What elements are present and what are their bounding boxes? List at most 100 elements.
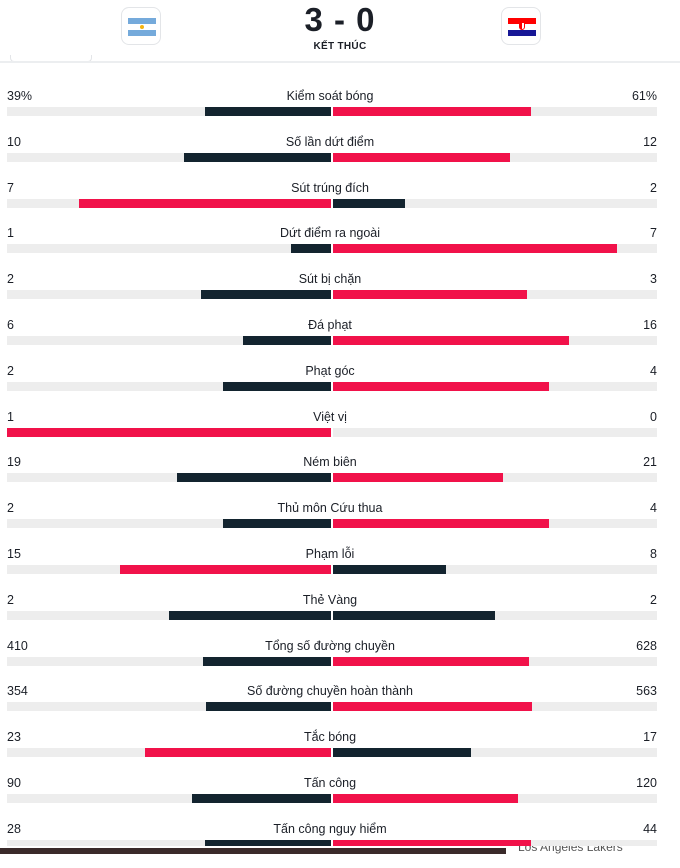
stat-away-value: 12 — [643, 134, 657, 149]
stat-home-value: 23 — [7, 730, 21, 745]
stat-home-value: 2 — [7, 272, 14, 287]
stat-away-track — [333, 565, 657, 574]
stat-row: 19 Ném biên 21 — [0, 455, 680, 501]
stat-home-track — [7, 152, 331, 162]
stat-away-bar — [333, 290, 528, 300]
stat-row: 2 Thủ môn Cứu thua 4 — [0, 501, 680, 547]
stat-away-track — [333, 473, 657, 483]
stat-away-track — [333, 519, 657, 529]
stat-away-track — [333, 839, 657, 849]
stat-home-track — [7, 107, 331, 116]
stat-away-value: 61% — [631, 89, 657, 103]
stat-label: Tấn công — [303, 776, 357, 790]
footer-strip: Los Angeles Lakers — [0, 846, 680, 854]
stat-away-track — [333, 244, 657, 254]
stat-home-track — [7, 198, 331, 208]
stat-label: Sút bị chặn — [298, 272, 362, 287]
stat-row: 23 Tắc bóng 17 — [0, 730, 680, 776]
stat-home-value: 19 — [7, 455, 21, 470]
stat-away-bar — [333, 473, 504, 483]
stat-home-bar — [183, 152, 331, 162]
stat-away-value: 21 — [643, 455, 657, 470]
stat-label: Phạm lỗi — [305, 547, 355, 561]
stat-home-track — [7, 656, 331, 666]
stat-row: 2 Thẻ Vàng 2 — [0, 593, 680, 639]
stat-away-bar — [333, 107, 531, 116]
stat-home-track — [7, 290, 331, 300]
argentina-flag-icon[interactable] — [121, 7, 161, 45]
stat-away-track — [333, 794, 657, 803]
stat-row: 354 Số đường chuyền hoàn thành 563 — [0, 684, 680, 730]
stat-home-value: 1 — [7, 409, 14, 424]
stat-away-bar — [333, 152, 510, 162]
stat-home-value: 90 — [7, 776, 21, 790]
stat-away-value: 120 — [636, 776, 657, 790]
stat-label: Đá phạt — [308, 318, 352, 332]
header-divider — [0, 61, 680, 63]
stat-label: Tắc bóng — [303, 730, 357, 745]
stat-home-value: 39% — [7, 89, 33, 103]
stat-away-value: 3 — [650, 272, 657, 287]
croatia-flag-icon[interactable] — [501, 7, 541, 45]
stat-away-bar — [333, 656, 530, 666]
stat-away-track — [333, 152, 657, 162]
stat-row: 90 Tấn công 120 — [0, 776, 680, 822]
stat-home-bar — [290, 244, 331, 254]
stat-away-value: 0 — [650, 409, 657, 424]
stat-row: 39% Kiểm soát bóng 61% — [0, 89, 680, 135]
stat-away-value: 8 — [650, 547, 657, 561]
match-header: 3 - 0 KẾT THÚC — [0, 0, 680, 63]
stat-label: Số lần dứt điểm — [285, 134, 375, 149]
stat-home-bar — [201, 290, 331, 300]
stat-home-track — [7, 702, 331, 712]
stat-home-track — [7, 519, 331, 529]
stat-home-track — [7, 473, 331, 483]
stat-away-track — [333, 381, 657, 391]
stat-away-bar — [333, 198, 405, 208]
stat-away-value: 4 — [650, 363, 657, 378]
match-score: 3 - 0 — [304, 1, 376, 38]
stat-away-value: 44 — [643, 821, 657, 836]
stat-label: Dứt điểm ra ngoài — [279, 226, 381, 241]
stat-away-track — [333, 748, 657, 758]
stat-home-track — [7, 839, 331, 849]
stat-home-bar — [169, 610, 331, 620]
stat-home-value: 7 — [7, 180, 14, 195]
stat-away-bar — [333, 610, 495, 620]
stat-home-track — [7, 244, 331, 254]
stat-away-bar — [333, 702, 532, 712]
stat-home-track — [7, 794, 331, 803]
stat-away-bar — [333, 381, 549, 391]
stat-home-track — [7, 381, 331, 391]
stat-label: Số đường chuyền hoàn thành — [247, 684, 413, 699]
stat-away-value: 17 — [643, 730, 657, 745]
stat-row: 15 Phạm lỗi 8 — [0, 547, 680, 593]
stat-home-bar — [119, 565, 331, 574]
stat-away-bar — [333, 794, 519, 803]
stat-home-bar — [79, 198, 331, 208]
stat-row: 2 Phạt góc 4 — [0, 364, 680, 410]
stat-away-track — [333, 198, 657, 208]
stat-home-bar — [223, 381, 331, 391]
stat-home-bar — [177, 473, 331, 483]
stat-home-value: 410 — [7, 638, 28, 653]
stat-home-track — [7, 565, 331, 574]
stat-away-track — [333, 427, 657, 437]
stat-home-track — [7, 427, 331, 437]
stat-home-value: 1 — [7, 226, 14, 241]
stat-label: Ném biên — [303, 455, 357, 470]
stat-home-value: 354 — [7, 684, 28, 699]
stat-away-value: 2 — [650, 180, 657, 195]
stat-away-value: 7 — [650, 226, 657, 241]
stat-label: Việt vị — [313, 409, 347, 424]
stat-home-bar — [223, 519, 331, 529]
stat-row: 2 Sút bị chặn 3 — [0, 272, 680, 318]
stat-away-track — [333, 610, 657, 620]
stat-away-track — [333, 336, 657, 345]
stat-home-bar — [204, 107, 331, 116]
stat-label: Phạt góc — [305, 363, 355, 378]
stat-label: Sút trúng đích — [291, 180, 369, 195]
stat-home-value: 2 — [7, 363, 14, 378]
stat-label: Thủ môn Cứu thua — [277, 501, 383, 516]
